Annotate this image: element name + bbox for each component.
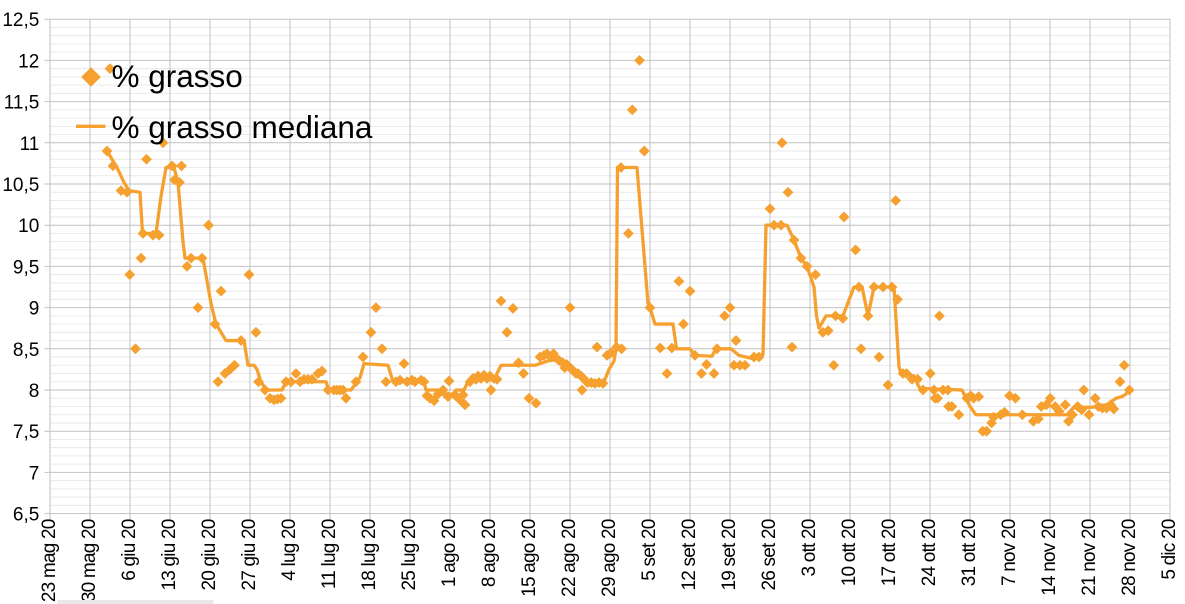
svg-text:15 ago 20: 15 ago 20 xyxy=(519,519,540,597)
svg-text:4 lug 20: 4 lug 20 xyxy=(279,519,300,580)
svg-text:18 lug 20: 18 lug 20 xyxy=(359,519,380,590)
svg-text:11,5: 11,5 xyxy=(4,93,40,114)
svg-text:29 ago 20: 29 ago 20 xyxy=(599,519,620,597)
svg-text:22 ago 20: 22 ago 20 xyxy=(559,519,580,597)
svg-text:12 set 20: 12 set 20 xyxy=(679,519,700,590)
svg-text:5 set 20: 5 set 20 xyxy=(639,519,660,580)
svg-text:7,5: 7,5 xyxy=(13,422,39,443)
svg-text:10 ott 20: 10 ott 20 xyxy=(839,519,860,586)
svg-text:19 set 20: 19 set 20 xyxy=(719,519,740,590)
svg-text:6,5: 6,5 xyxy=(13,505,39,526)
svg-text:5 dic 20: 5 dic 20 xyxy=(1159,519,1180,579)
svg-text:11: 11 xyxy=(20,134,40,155)
svg-text:13 giu 20: 13 giu 20 xyxy=(159,519,180,590)
svg-text:% grasso mediana: % grasso mediana xyxy=(112,109,373,145)
svg-text:7 nov 20: 7 nov 20 xyxy=(999,519,1020,586)
svg-text:17 ott 20: 17 ott 20 xyxy=(879,519,900,586)
svg-text:21 nov 20: 21 nov 20 xyxy=(1079,519,1100,595)
svg-text:11 lug 20: 11 lug 20 xyxy=(319,519,340,589)
svg-text:30 mag 20: 30 mag 20 xyxy=(79,519,100,602)
svg-text:20 giu 20: 20 giu 20 xyxy=(199,519,220,590)
svg-text:25 lug 20: 25 lug 20 xyxy=(399,519,420,590)
svg-text:1 ago 20: 1 ago 20 xyxy=(439,519,460,587)
svg-text:12,5: 12,5 xyxy=(2,10,39,31)
svg-text:9,5: 9,5 xyxy=(13,257,39,278)
svg-text:10,5: 10,5 xyxy=(2,175,39,196)
svg-text:10: 10 xyxy=(18,216,39,237)
svg-text:8,5: 8,5 xyxy=(13,340,39,361)
svg-text:3 ott 20: 3 ott 20 xyxy=(799,519,820,576)
svg-text:28 nov 20: 28 nov 20 xyxy=(1119,519,1140,595)
svg-text:12: 12 xyxy=(18,51,39,72)
svg-text:26 set 20: 26 set 20 xyxy=(759,519,780,590)
svg-text:% grasso: % grasso xyxy=(112,58,243,94)
svg-text:9: 9 xyxy=(29,299,40,320)
svg-text:24 ott 20: 24 ott 20 xyxy=(919,519,940,586)
svg-text:27 giu 20: 27 giu 20 xyxy=(239,519,260,590)
svg-text:23 mag 20: 23 mag 20 xyxy=(39,519,60,602)
svg-text:7: 7 xyxy=(29,463,40,484)
svg-text:8: 8 xyxy=(29,381,40,402)
svg-text:8 ago 20: 8 ago 20 xyxy=(479,519,500,587)
svg-text:6 giu 20: 6 giu 20 xyxy=(119,519,140,580)
svg-text:14 nov 20: 14 nov 20 xyxy=(1039,519,1060,595)
svg-text:31 ott 20: 31 ott 20 xyxy=(959,519,980,586)
